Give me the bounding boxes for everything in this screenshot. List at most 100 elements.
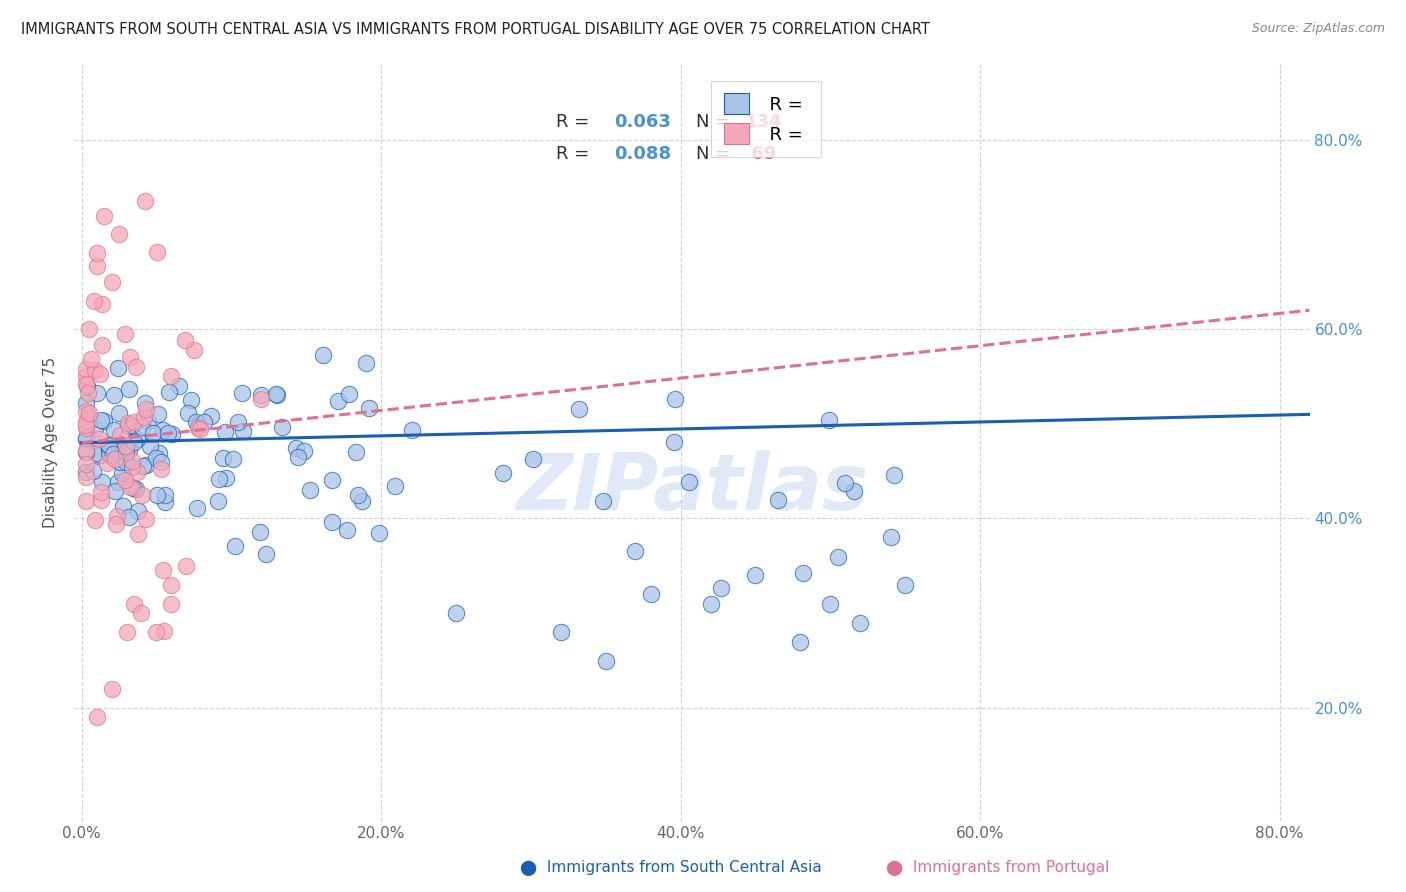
Point xyxy=(678,475,700,489)
Point xyxy=(131,488,153,502)
Point xyxy=(849,615,872,630)
Point xyxy=(118,442,141,457)
Point xyxy=(89,448,111,462)
Point xyxy=(117,419,139,434)
Point xyxy=(105,440,128,454)
Point xyxy=(249,525,271,540)
Point xyxy=(124,482,146,496)
Point xyxy=(176,558,198,573)
Point xyxy=(880,530,903,544)
Point xyxy=(104,483,127,498)
Point xyxy=(321,473,343,487)
Point xyxy=(152,563,174,577)
Point xyxy=(110,427,132,442)
Point xyxy=(326,394,349,409)
Point xyxy=(86,710,108,724)
Point xyxy=(184,415,207,429)
Point xyxy=(744,568,766,582)
Point xyxy=(883,467,905,482)
Point xyxy=(107,436,129,450)
Point xyxy=(104,452,127,467)
Text: ZIPatlas: ZIPatlas xyxy=(516,450,868,526)
Point xyxy=(91,338,114,352)
Text: 0.063: 0.063 xyxy=(614,113,671,131)
Point xyxy=(83,513,105,527)
Point xyxy=(132,409,155,424)
Point xyxy=(84,363,107,377)
Point xyxy=(145,244,167,259)
Point xyxy=(709,582,731,596)
Point xyxy=(207,472,229,486)
Point xyxy=(131,419,153,434)
Point xyxy=(150,462,173,476)
Point xyxy=(98,437,121,451)
Point xyxy=(224,539,246,553)
Point xyxy=(125,360,148,375)
Point xyxy=(337,387,360,401)
Point xyxy=(232,424,254,438)
Point xyxy=(152,423,174,437)
Point xyxy=(299,483,322,498)
Point xyxy=(86,386,108,401)
Point xyxy=(108,406,131,420)
Point xyxy=(93,209,115,223)
Point xyxy=(127,503,149,517)
Point xyxy=(592,494,614,508)
Point xyxy=(138,439,160,453)
Text: ⬤  Immigrants from Portugal: ⬤ Immigrants from Portugal xyxy=(886,860,1109,876)
Point xyxy=(87,432,110,446)
Point xyxy=(117,416,139,430)
Text: IMMIGRANTS FROM SOUTH CENTRAL ASIA VS IMMIGRANTS FROM PORTUGAL DISABILITY AGE OV: IMMIGRANTS FROM SOUTH CENTRAL ASIA VS IM… xyxy=(21,22,929,37)
Point xyxy=(79,411,101,425)
Point xyxy=(818,412,841,426)
Point xyxy=(595,653,617,667)
Legend:   R = ,   R = : R = , R = xyxy=(711,80,821,157)
Point xyxy=(766,492,789,507)
Point xyxy=(75,362,97,376)
Point xyxy=(115,455,138,469)
Point xyxy=(111,467,134,481)
Point xyxy=(827,550,849,565)
Point xyxy=(121,417,143,432)
Point xyxy=(121,482,143,496)
Point xyxy=(336,523,359,537)
Point xyxy=(193,416,215,430)
Point xyxy=(157,425,180,440)
Point xyxy=(83,293,105,308)
Point xyxy=(75,404,97,418)
Point xyxy=(145,625,167,640)
Point xyxy=(187,419,209,434)
Point xyxy=(266,388,288,402)
Point xyxy=(550,625,572,640)
Y-axis label: Disability Age Over 75: Disability Age Over 75 xyxy=(44,357,58,528)
Point xyxy=(160,368,183,383)
Point xyxy=(180,392,202,407)
Point xyxy=(134,194,156,209)
Point xyxy=(212,451,235,466)
Point xyxy=(75,442,97,457)
Point xyxy=(359,401,381,415)
Point xyxy=(131,459,153,474)
Text: N =: N = xyxy=(696,145,735,163)
Point xyxy=(183,343,205,358)
Point xyxy=(640,587,662,601)
Point xyxy=(75,457,97,471)
Point xyxy=(117,510,139,524)
Point xyxy=(187,420,209,434)
Text: 0.088: 0.088 xyxy=(614,145,671,163)
Point xyxy=(820,597,842,611)
Point xyxy=(664,434,686,449)
Point xyxy=(135,512,157,526)
Point xyxy=(153,494,176,508)
Point xyxy=(207,494,229,508)
Point xyxy=(347,488,370,502)
Point xyxy=(75,368,97,383)
Point xyxy=(344,445,367,459)
Point xyxy=(231,386,253,401)
Point xyxy=(112,439,135,453)
Point xyxy=(107,475,129,489)
Point xyxy=(98,442,121,457)
Point xyxy=(97,438,120,452)
Point xyxy=(118,479,141,493)
Point xyxy=(122,415,145,429)
